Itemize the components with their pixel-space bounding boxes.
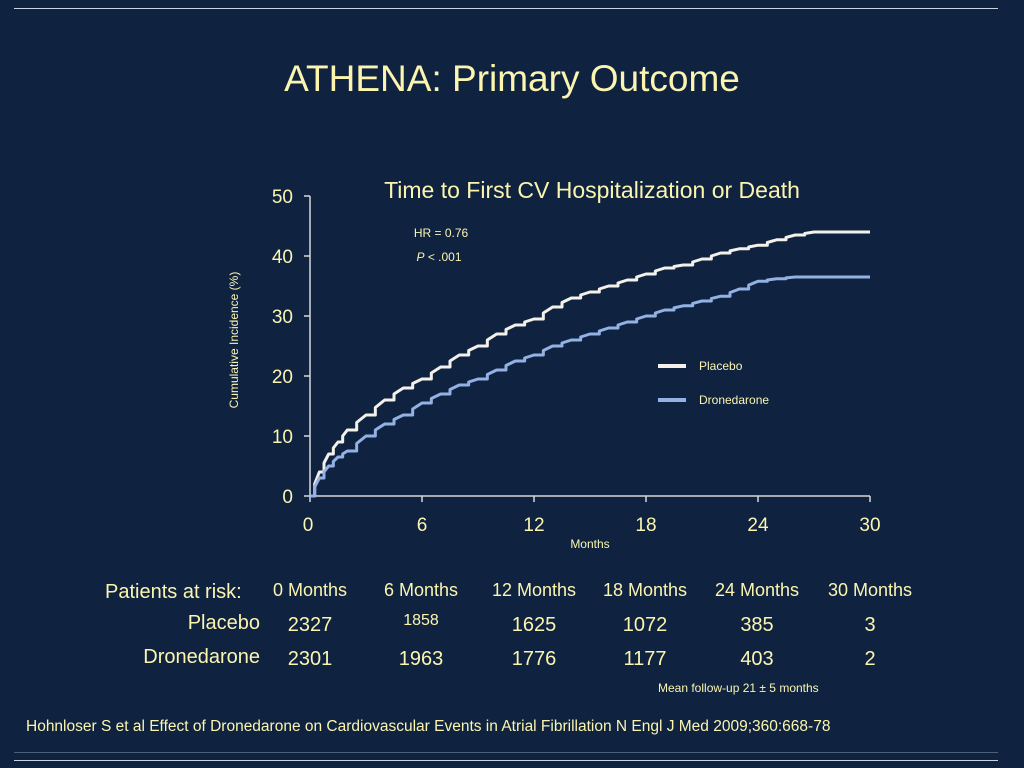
- chart-title: Time to First CV Hospitalization or Deat…: [384, 177, 800, 203]
- bottom-rule-2: [14, 760, 998, 761]
- y-tick-label: 40: [272, 247, 293, 268]
- y-tick-label: 20: [272, 367, 293, 388]
- x-tick-label: 6: [417, 515, 428, 536]
- series-line-dronedarone: [310, 275, 870, 498]
- risk-header: 30 Months: [827, 580, 913, 600]
- top-rule: [14, 8, 998, 9]
- y-tick-label: 0: [282, 487, 293, 508]
- risk-cell: 2: [864, 648, 876, 670]
- series-lines: [310, 230, 870, 498]
- risk-cell: 3: [864, 614, 876, 636]
- risk-header: 24 Months: [714, 580, 800, 600]
- citation: Hohnloser S et al Effect of Dronedarone …: [26, 718, 831, 735]
- risk-cell: 1858: [403, 612, 439, 629]
- y-tick-label: 30: [272, 307, 293, 328]
- risk-header: 0 Months: [272, 580, 348, 600]
- x-axis-label: Months: [570, 537, 609, 551]
- y-tick-label: 50: [272, 187, 293, 208]
- x-tick-label: 18: [635, 515, 656, 536]
- legend-label-dronedarone: Dronedarone: [699, 393, 769, 407]
- risk-cell: 2301: [287, 648, 333, 670]
- risk-cell: 1177: [623, 648, 667, 670]
- risk-row-label: Dronedarone: [143, 646, 260, 668]
- series-line-placebo: [310, 230, 870, 498]
- y-ticks: 0 10 20 30 40 50: [272, 187, 310, 508]
- risk-cell: 385: [740, 614, 774, 636]
- bottom-rule: [14, 752, 998, 753]
- y-axis-label: Cumulative Incidence (%): [227, 272, 241, 409]
- legend-label-placebo: Placebo: [699, 359, 743, 373]
- risk-header: 12 Months: [491, 580, 577, 600]
- p-rest: < .001: [424, 250, 461, 264]
- risk-cell: 1072: [622, 614, 668, 636]
- risk-header: 6 Months: [383, 580, 459, 600]
- slide-title: ATHENA: Primary Outcome: [284, 58, 740, 99]
- x-tick-label: 30: [859, 515, 880, 536]
- x-tick-label: 12: [523, 515, 544, 536]
- legend: Placebo Dronedarone: [658, 359, 769, 407]
- x-tick-label: 0: [303, 515, 314, 536]
- risk-cell: 1963: [398, 648, 444, 670]
- patients-at-risk-label: Patients at risk:: [105, 581, 242, 603]
- risk-cell: 403: [740, 648, 774, 670]
- p-italic: P: [416, 250, 424, 264]
- risk-header: 18 Months: [602, 580, 688, 600]
- y-tick-label: 10: [272, 427, 293, 448]
- risk-cell: 1625: [511, 614, 557, 636]
- x-tick-label: 24: [747, 515, 769, 536]
- p-annotation: P < .001: [416, 250, 461, 264]
- x-ticks: 0 6 12 18 24 30: [303, 496, 881, 536]
- risk-cell: 1776: [511, 648, 557, 670]
- risk-row-label: Placebo: [187, 612, 260, 634]
- risk-cell: 2327: [287, 614, 333, 636]
- followup-note: Mean follow-up 21 ± 5 months: [658, 681, 819, 695]
- hr-annotation: HR = 0.76: [414, 226, 469, 240]
